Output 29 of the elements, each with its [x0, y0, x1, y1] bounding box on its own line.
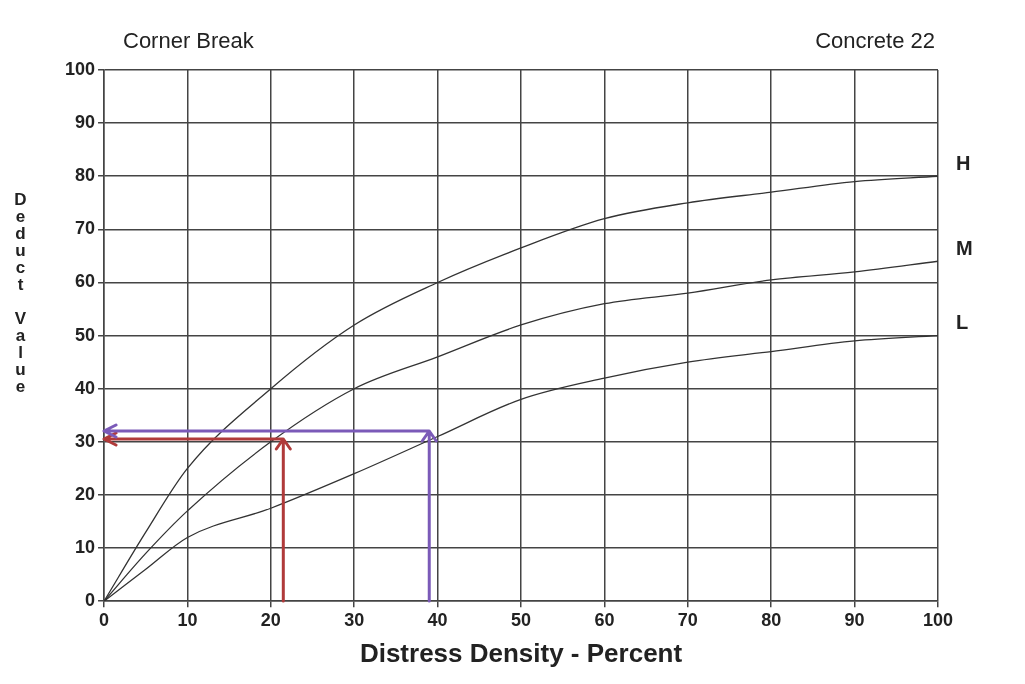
x-axis-title: Distress Density - Percent [359, 637, 683, 668]
x-tick-label: 30 [344, 609, 365, 630]
series-label: L [956, 311, 969, 334]
y-tick-label: 70 [75, 218, 96, 239]
x-tick-label: 20 [260, 609, 281, 630]
chart-title: Corner Break [123, 28, 254, 54]
x-tick-label: 10 [177, 609, 198, 630]
y-tick-label: 40 [75, 377, 96, 398]
chart-subtitle: Concrete 22 [815, 28, 935, 54]
x-tick-label: 80 [761, 609, 782, 630]
y-tick-label: 100 [64, 58, 96, 79]
y-tick-label: 50 [75, 324, 96, 345]
y-tick-label: 90 [75, 112, 96, 133]
series-label: M [956, 236, 973, 259]
y-tick-label: 30 [75, 430, 96, 451]
x-tick-label: 50 [511, 609, 532, 630]
y-tick-label: 20 [75, 483, 96, 504]
x-tick-label: 70 [677, 609, 698, 630]
y-tick-label: 80 [75, 165, 96, 186]
y-tick-label: 0 [85, 590, 96, 611]
y-tick-label: 60 [75, 271, 96, 292]
y-axis-title: Deduct Value [10, 190, 30, 394]
series-label: H [956, 151, 971, 174]
x-tick-label: 40 [427, 609, 448, 630]
x-tick-label: 60 [594, 609, 615, 630]
x-tick-label: 90 [844, 609, 865, 630]
x-tick-label: 0 [99, 609, 110, 630]
y-tick-label: 10 [75, 537, 96, 558]
x-tick-label: 100 [922, 609, 954, 630]
